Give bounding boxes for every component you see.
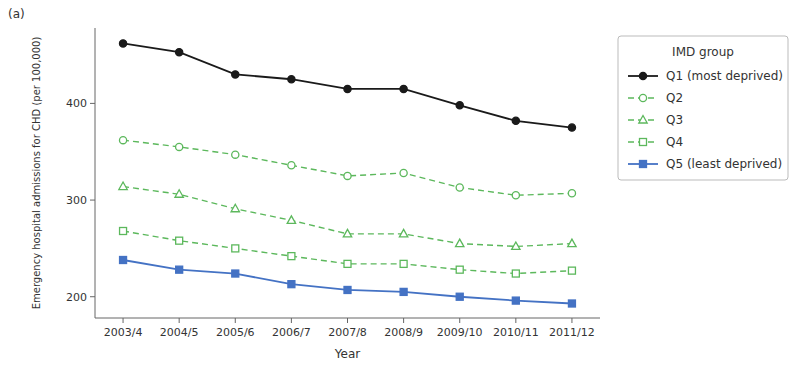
legend-frame — [618, 36, 788, 180]
point — [176, 237, 183, 244]
panel-label: (a) — [8, 7, 25, 21]
point — [400, 260, 407, 267]
point — [119, 137, 126, 144]
x-tick-label: 2009/10 — [437, 326, 483, 339]
series-line — [123, 140, 572, 195]
point — [399, 229, 407, 237]
series-line — [123, 187, 572, 247]
legend: IMD group Q1 (most deprived) Q2 Q3 Q4 Q5 (lea… — [618, 36, 788, 180]
series — [119, 40, 575, 131]
point — [288, 162, 295, 169]
x-tick-label: 2011/12 — [549, 326, 595, 339]
x-tick — [235, 318, 236, 323]
x-tick-label: 2007/8 — [328, 326, 367, 339]
x-tick — [459, 318, 460, 323]
y-tick-label: 200 — [66, 291, 87, 304]
x-tick-label: 2003/4 — [104, 326, 143, 339]
y-axis-label: Emergency hospital admissions for CHD (p… — [31, 37, 42, 310]
point — [512, 297, 519, 304]
y-tick-label: 300 — [66, 194, 87, 207]
point — [344, 85, 351, 92]
point — [512, 117, 519, 124]
point — [176, 266, 183, 273]
point — [288, 253, 295, 260]
series-line — [123, 231, 572, 274]
legend-label: Q5 (least deprived) — [666, 157, 782, 171]
point — [232, 71, 239, 78]
y-tick — [90, 296, 95, 297]
point — [231, 204, 239, 212]
y-tick — [90, 200, 95, 201]
point — [119, 40, 126, 47]
x-tick — [291, 318, 292, 323]
legend-marker — [639, 94, 646, 101]
point — [568, 190, 575, 197]
point — [120, 228, 127, 235]
point — [456, 102, 463, 109]
point — [232, 245, 239, 252]
point — [512, 270, 519, 277]
series — [119, 182, 576, 249]
legend-label: Q1 (most deprived) — [666, 69, 783, 83]
point — [343, 229, 351, 237]
series-line — [123, 260, 572, 304]
point — [344, 172, 351, 179]
point — [344, 260, 351, 267]
point — [232, 270, 239, 277]
point — [287, 216, 295, 224]
legend-marker — [640, 161, 647, 168]
x-tick-label: 2004/5 — [160, 326, 199, 339]
point — [288, 76, 295, 83]
series-line — [123, 43, 572, 127]
point — [400, 169, 407, 176]
y-axis-line — [95, 28, 96, 318]
point — [456, 266, 463, 273]
legend-marker — [639, 72, 646, 79]
chart: 200 300 400 2003/4 2004/5 2005/6 2006/7 2007/8 2… — [0, 0, 800, 371]
point — [176, 143, 183, 150]
point — [119, 182, 127, 190]
point — [175, 190, 183, 198]
legend-marker — [639, 116, 647, 124]
point — [512, 242, 520, 250]
legend-label: Q4 — [666, 135, 683, 149]
legend-label: Q2 — [666, 91, 683, 105]
legend-marker — [640, 139, 647, 146]
plot-area — [119, 40, 576, 307]
x-tick — [403, 318, 404, 323]
x-tick-label: 2006/7 — [272, 326, 311, 339]
point — [512, 192, 519, 199]
point — [456, 239, 464, 247]
x-tick — [515, 318, 516, 323]
x-tick — [179, 318, 180, 323]
point — [288, 281, 295, 288]
x-axis-label: Year — [334, 347, 360, 361]
x-tick — [123, 318, 124, 323]
point — [400, 288, 407, 295]
point — [456, 184, 463, 191]
point — [344, 286, 351, 293]
point — [176, 49, 183, 56]
point — [232, 151, 239, 158]
x-tick-label: 2010/11 — [493, 326, 539, 339]
y-tick-label: 400 — [66, 97, 87, 110]
x-tick-label: 2005/6 — [216, 326, 255, 339]
point — [568, 124, 575, 131]
legend-label: Q3 — [666, 113, 683, 127]
point — [568, 239, 576, 247]
legend-title: IMD group — [672, 45, 734, 59]
point — [568, 267, 575, 274]
x-tick — [347, 318, 348, 323]
point — [120, 257, 127, 264]
series — [119, 137, 575, 199]
point — [400, 85, 407, 92]
x-tick-label: 2008/9 — [384, 326, 423, 339]
x-tick — [571, 318, 572, 323]
point — [568, 300, 575, 307]
y-tick — [90, 103, 95, 104]
series — [120, 257, 576, 308]
point — [456, 293, 463, 300]
